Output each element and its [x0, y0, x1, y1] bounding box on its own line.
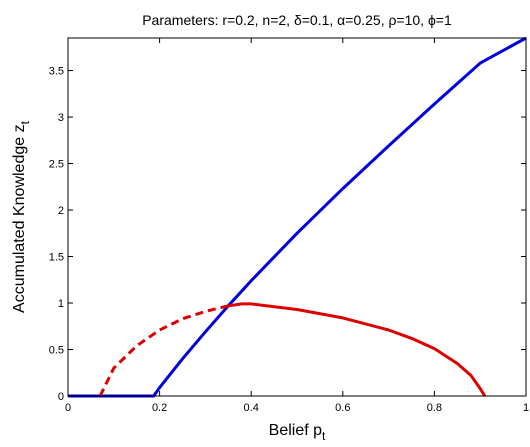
y-axis-label-sub: t: [18, 120, 32, 124]
y-tick-label: 1: [58, 298, 64, 310]
y-tick-label: 0: [58, 391, 64, 403]
series-line-3: [228, 302, 487, 397]
y-tick-label: 0.5: [49, 345, 64, 357]
y-tick-label: 3: [58, 112, 64, 124]
y-tick-label: 3.5: [49, 66, 64, 78]
x-tick-label: 0.6: [335, 402, 350, 414]
y-tick-label: 1.5: [49, 252, 64, 264]
x-axis-label-main: Belief p: [269, 422, 322, 439]
y-tick-label: 2.5: [49, 159, 64, 171]
y-axis-label: Accumulated Knowledge zt: [11, 120, 32, 313]
x-tick-label: 0.2: [152, 402, 167, 414]
y-tick-label: 2: [58, 205, 64, 217]
series-layer: [68, 36, 527, 398]
plot-frame: [67, 37, 527, 397]
x-axis-label: Belief pt: [269, 422, 326, 443]
y-axis-label-main: Accumulated Knowledge z: [11, 124, 28, 313]
x-axis-label-sub: t: [322, 429, 326, 443]
series-line-1: [68, 36, 527, 398]
plot-area: [68, 38, 526, 396]
x-tick-label: 0: [65, 402, 71, 414]
series-line-2: [98, 304, 229, 397]
x-tick-label: 1: [523, 402, 529, 414]
chart-title: Parameters: r=0.2, n=2, δ=0.1, α=0.25, ρ…: [142, 12, 452, 28]
x-tick-label: 0.8: [427, 402, 442, 414]
axes-layer: 0 0.2 0.4 0.6 0.8 1 0 0.5 1 1.5 2 2.5 3 3.5: [49, 37, 529, 414]
x-tick-label: 0.4: [244, 402, 259, 414]
